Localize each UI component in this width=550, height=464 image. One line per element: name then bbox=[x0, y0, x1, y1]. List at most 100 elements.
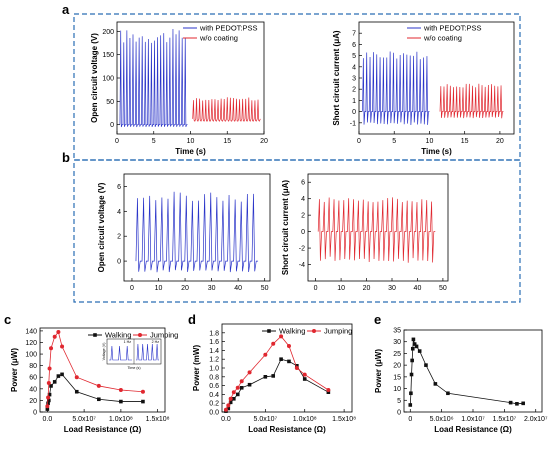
data-point bbox=[52, 380, 57, 384]
y-axis-label: Power (μW) bbox=[10, 348, 19, 392]
x-tick-label: 2.0x10⁷ bbox=[524, 416, 548, 423]
y-tick-label: 0 bbox=[301, 229, 305, 236]
data-point bbox=[97, 397, 101, 402]
data-point bbox=[411, 337, 416, 342]
y-tick-label: 0.0 bbox=[209, 410, 219, 417]
series-line bbox=[409, 339, 524, 405]
y-tick-label: 60 bbox=[29, 375, 37, 382]
series-line bbox=[225, 358, 329, 412]
data-point bbox=[141, 399, 145, 404]
x-tick-label: 1.5x10⁸ bbox=[146, 416, 170, 423]
inset-plot: 1 Hz 2 Hz Time (s) Voltage (V) bbox=[102, 338, 162, 370]
x-tick-label: 0.0 bbox=[221, 416, 231, 423]
legend-entry: Walking bbox=[105, 331, 131, 340]
x-tick-label: 1.5x10⁷ bbox=[493, 416, 517, 423]
data-point bbox=[446, 391, 450, 396]
data-point bbox=[326, 388, 331, 392]
y-tick-label: 1.0 bbox=[209, 366, 219, 373]
data-point bbox=[408, 403, 413, 407]
x-tick-label: 0 bbox=[357, 138, 361, 145]
y-tick-label: 15 bbox=[393, 374, 401, 381]
y-tick-label: 0 bbox=[110, 122, 114, 129]
series-line bbox=[46, 331, 143, 407]
data-point bbox=[239, 386, 244, 390]
data-point bbox=[279, 334, 284, 339]
x-tick-label: 50 bbox=[261, 285, 269, 292]
data-point bbox=[410, 358, 414, 363]
plot-frame bbox=[221, 323, 353, 413]
y-tick-label: 6 bbox=[352, 42, 356, 49]
y-tick-label: 200 bbox=[102, 29, 114, 36]
x-tick-label: 0 bbox=[408, 416, 412, 423]
data-point bbox=[508, 400, 513, 405]
data-point bbox=[302, 372, 307, 377]
data-point bbox=[235, 392, 240, 397]
y-tick-label: 1.8 bbox=[209, 330, 219, 337]
y-axis-label: Short circuit current (μA) bbox=[332, 30, 341, 125]
y-tick-label: 140 bbox=[25, 328, 37, 335]
panel-label-b: b bbox=[62, 150, 70, 165]
y-tick-label: 6 bbox=[301, 180, 305, 187]
data-point bbox=[409, 372, 414, 377]
y-tick-label: 25 bbox=[393, 351, 401, 358]
legend-entry: with PEDOT:PSS bbox=[199, 24, 258, 33]
x-tick-label: 5 bbox=[392, 138, 396, 145]
data-point bbox=[235, 385, 240, 390]
panel-b-frame bbox=[73, 159, 521, 303]
y-tick-label: 3 bbox=[352, 76, 356, 83]
data-point bbox=[49, 384, 53, 388]
x-tick-label: 15 bbox=[223, 138, 231, 145]
data-point bbox=[56, 374, 61, 378]
panel-label-e: e bbox=[374, 312, 381, 327]
y-tick-label: 4 bbox=[352, 64, 356, 71]
data-point bbox=[326, 390, 331, 394]
x-tick-label: 5.0x10⁷ bbox=[72, 416, 96, 423]
x-tick-label: 20 bbox=[181, 285, 189, 292]
y-tick-label: 0 bbox=[352, 109, 356, 116]
series-w/o coating-line bbox=[439, 83, 504, 119]
y-tick-label: 0.6 bbox=[209, 383, 219, 390]
data-point bbox=[96, 383, 101, 388]
inset-signal-1hz bbox=[109, 345, 132, 361]
y-tick-label: 10 bbox=[393, 386, 401, 393]
data-point bbox=[417, 349, 422, 353]
y-tick-label: 1 bbox=[352, 98, 356, 105]
chart-d: 0.0 5.0x10⁷ 1.0x10⁸ 1.5x10⁸0.00.20.40.60.81… bbox=[192, 323, 356, 434]
y-tick-label: 120 bbox=[25, 340, 37, 347]
x-tick-label: 1.0x10⁸ bbox=[109, 416, 133, 423]
plot-frame bbox=[307, 173, 449, 282]
x-tick-label: 10 bbox=[187, 138, 195, 145]
data-point bbox=[45, 407, 50, 411]
data-point bbox=[424, 363, 428, 367]
data-point bbox=[60, 344, 65, 349]
series-line bbox=[225, 335, 329, 410]
data-point bbox=[287, 359, 291, 364]
y-axis-label: Short circuit current (μA) bbox=[281, 180, 290, 275]
y-tick-label: 0 bbox=[33, 410, 37, 417]
data-point bbox=[232, 397, 236, 401]
y-tick-label: 150 bbox=[102, 52, 114, 59]
legend-entry: w/o coating bbox=[199, 34, 238, 43]
data-point bbox=[223, 407, 228, 412]
data-point bbox=[263, 375, 268, 379]
legend-entry: Jumping bbox=[324, 327, 352, 336]
y-axis-label: Power (μW) bbox=[374, 349, 383, 393]
series-line bbox=[46, 373, 143, 410]
series-signal-line bbox=[135, 191, 259, 273]
data-point bbox=[74, 389, 79, 394]
y-tick-label: 0.2 bbox=[209, 401, 219, 408]
data-point bbox=[302, 377, 307, 381]
data-point bbox=[521, 401, 525, 406]
x-tick-label: 20 bbox=[363, 285, 371, 292]
x-tick-label: 20 bbox=[496, 138, 504, 145]
inset-tag-2hz: 2 Hz bbox=[152, 340, 160, 344]
inset-y-label: Voltage (V) bbox=[102, 343, 106, 361]
legend-entry: with PEDOT:PSS bbox=[423, 24, 482, 33]
data-point bbox=[286, 344, 291, 348]
legend-entry: Walking bbox=[279, 327, 305, 336]
inset-signal-2hz bbox=[136, 343, 159, 361]
data-point bbox=[412, 342, 417, 346]
x-axis-label: Time (s) bbox=[421, 147, 452, 156]
x-tick-label: 50 bbox=[439, 285, 447, 292]
